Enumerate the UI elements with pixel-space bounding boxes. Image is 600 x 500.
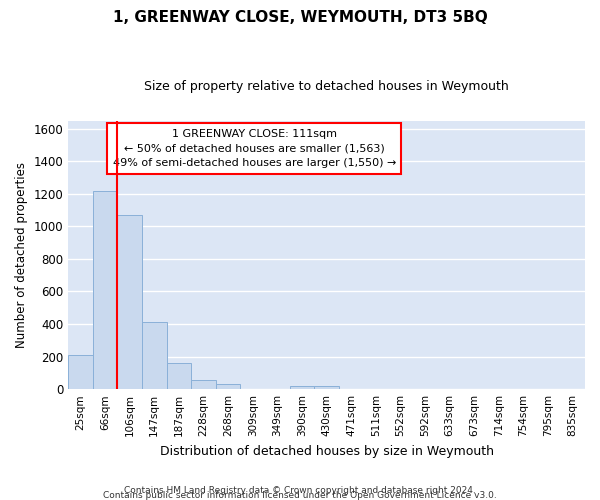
Bar (118, 215, 142, 389)
Bar (290, 386, 314, 389)
Y-axis label: Number of detached properties: Number of detached properties (15, 162, 28, 348)
Bar (314, 386, 339, 389)
Bar (68, 355, 93, 389)
Bar (216, 384, 241, 389)
Text: Contains public sector information licensed under the Open Government Licence v3: Contains public sector information licen… (103, 491, 497, 500)
Bar (191, 380, 216, 389)
Text: 1 GREENWAY CLOSE: 111sqm
← 50% of detached houses are smaller (1,563)
49% of sem: 1 GREENWAY CLOSE: 111sqm ← 50% of detach… (113, 128, 396, 168)
Bar (142, 322, 167, 389)
Bar (167, 363, 191, 389)
Title: Size of property relative to detached houses in Weymouth: Size of property relative to detached ho… (144, 80, 509, 93)
Text: 1, GREENWAY CLOSE, WEYMOUTH, DT3 5BQ: 1, GREENWAY CLOSE, WEYMOUTH, DT3 5BQ (113, 10, 487, 25)
Text: Contains HM Land Registry data © Crown copyright and database right 2024.: Contains HM Land Registry data © Crown c… (124, 486, 476, 495)
X-axis label: Distribution of detached houses by size in Weymouth: Distribution of detached houses by size … (160, 444, 494, 458)
Bar (93, 190, 118, 389)
